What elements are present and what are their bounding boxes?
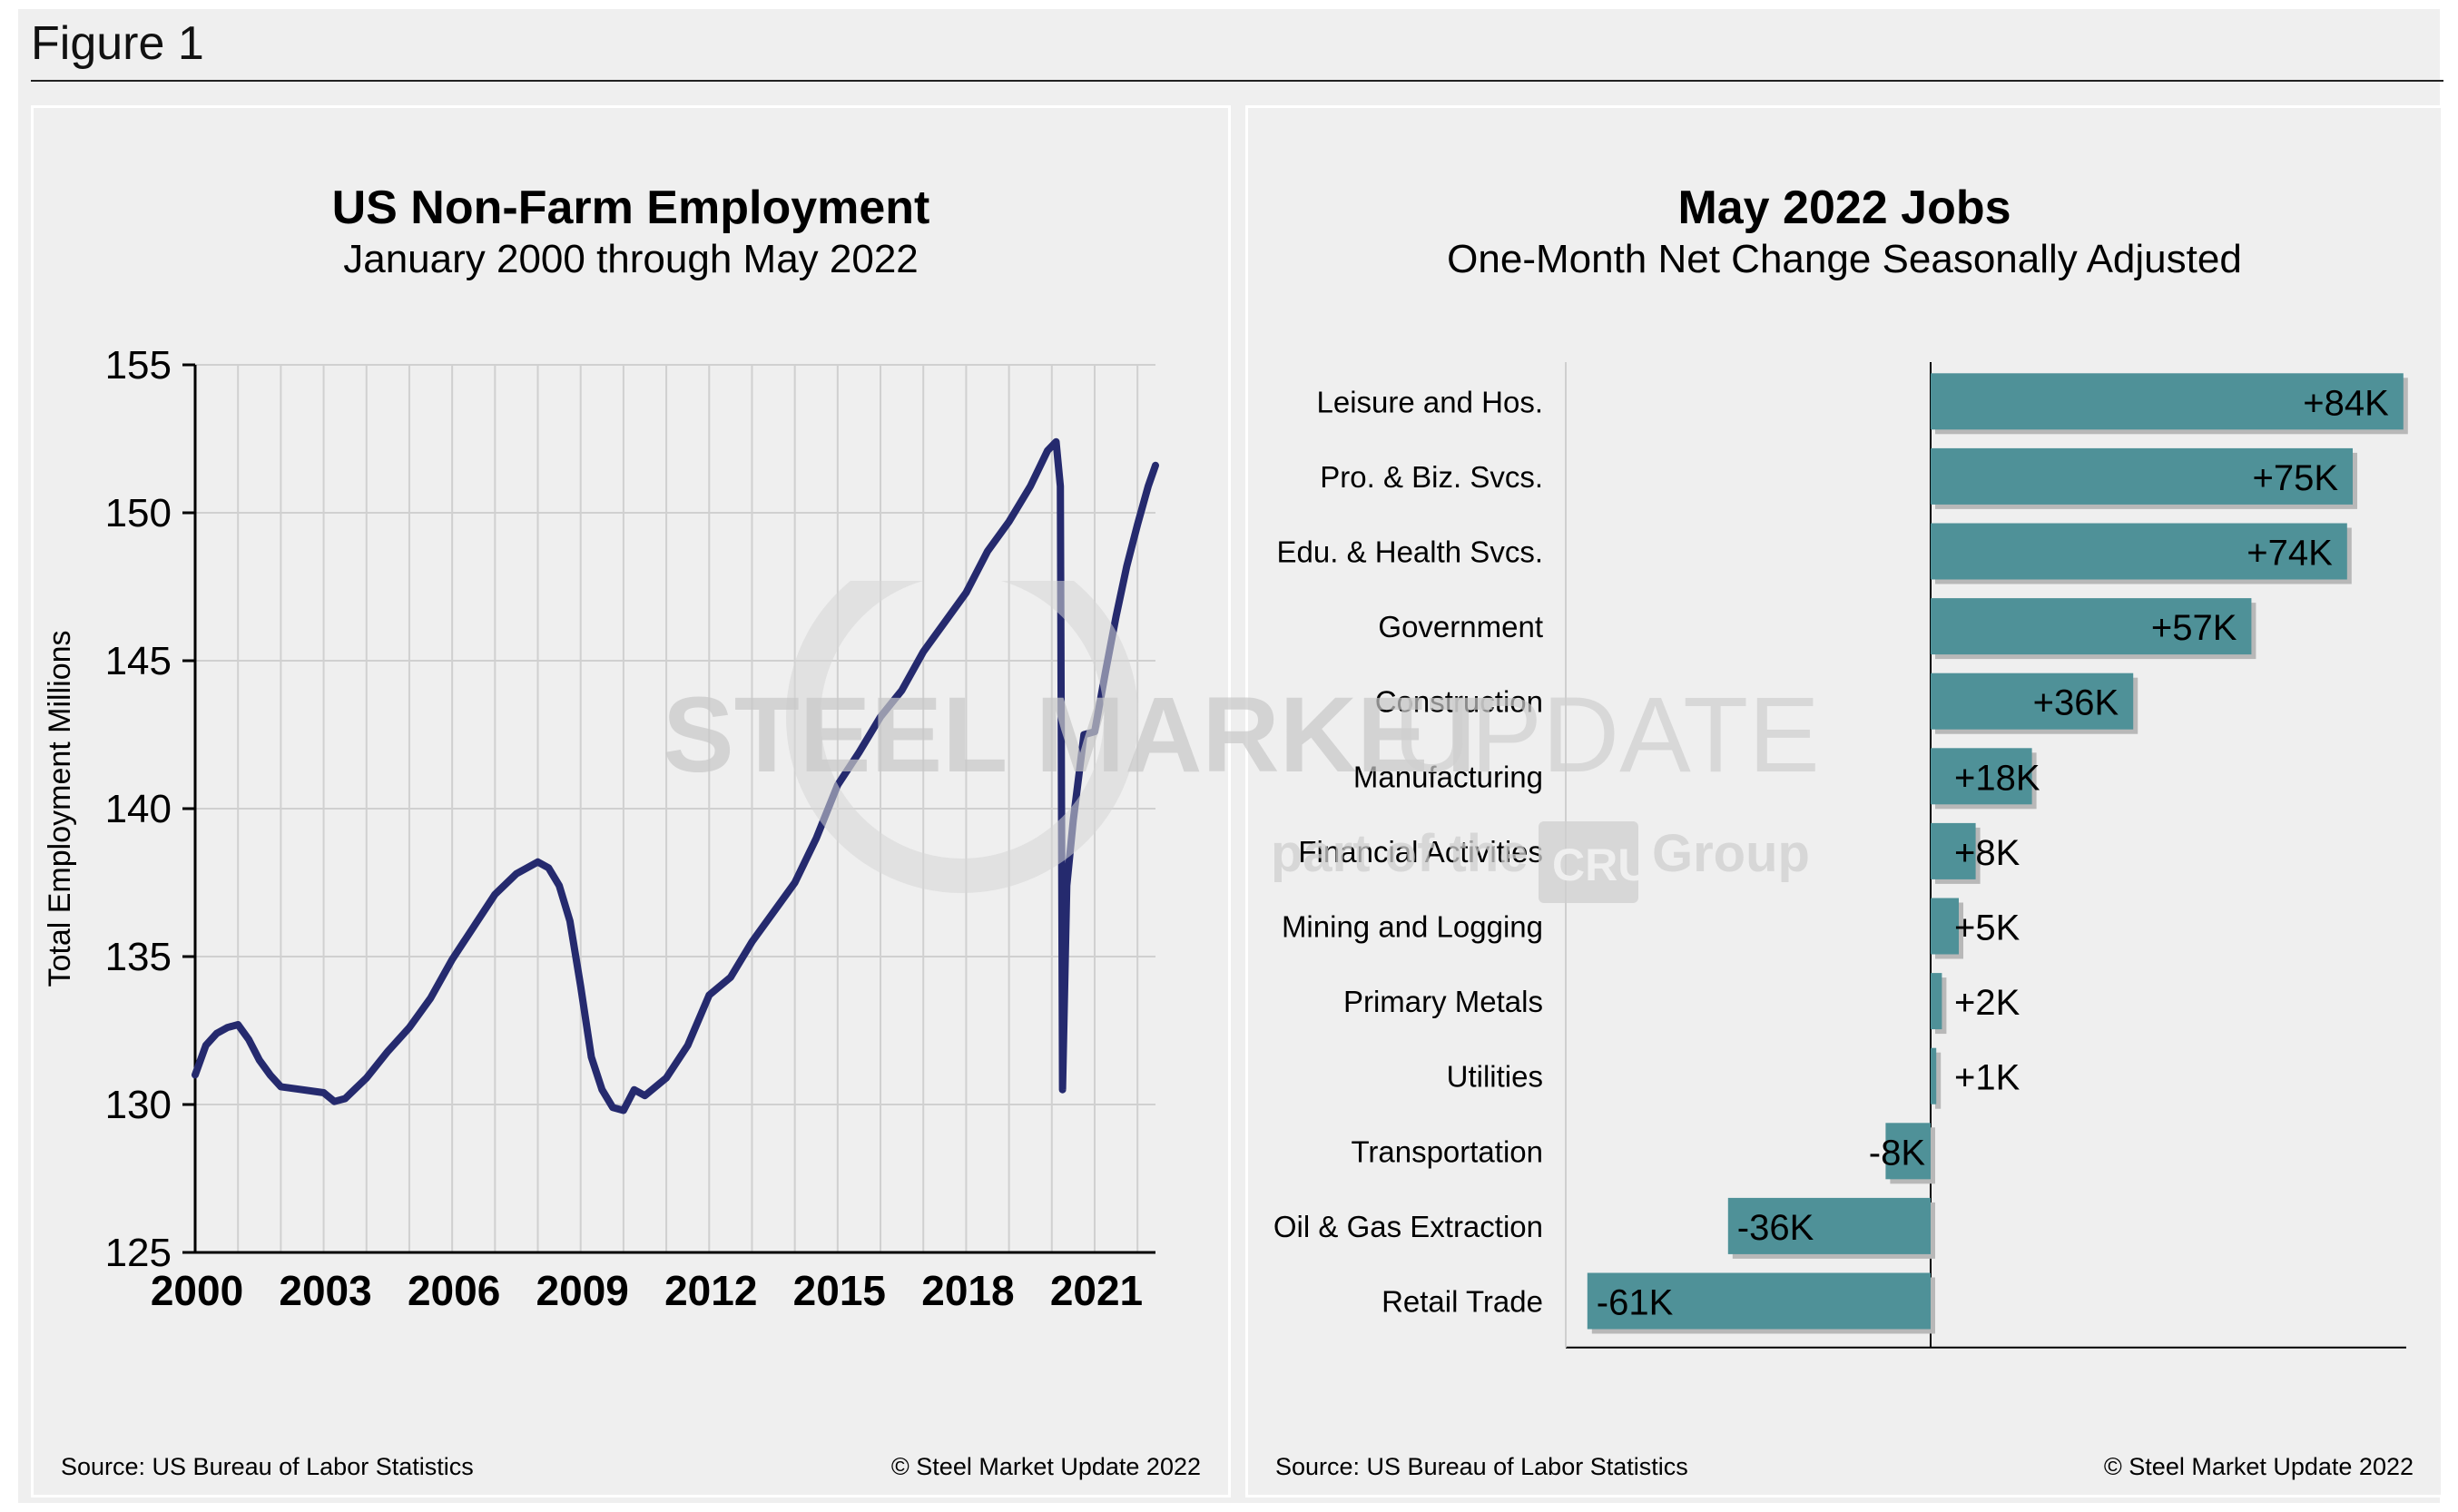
bar-value-label: +8K <box>1954 833 2020 873</box>
bar-value-label: +74K <box>2247 534 2333 574</box>
line-chart-x-tick-label: 2021 <box>1050 1267 1143 1314</box>
bar-category-label: Retail Trade <box>1381 1285 1543 1319</box>
bar <box>1587 1272 1931 1330</box>
bar-shadow <box>1935 1052 1942 1109</box>
bar-category-label: Mining and Logging <box>1282 910 1543 944</box>
bar-value-label: -36K <box>1737 1208 1814 1248</box>
bar-chart-source: Source: US Bureau of Labor Statistics <box>1275 1453 1688 1480</box>
bar <box>1931 1047 1937 1105</box>
bar-category-label: Construction <box>1375 685 1543 719</box>
line-chart-x-tick-label: 2018 <box>921 1267 1014 1314</box>
line-chart-x-tick-label: 2012 <box>664 1267 757 1314</box>
bar-chart: Leisure and Hos. +84K Pro. & Biz. Svcs. +75… <box>1273 362 2408 1349</box>
bar-value-label: +18K <box>1954 758 2040 798</box>
bar-category-label: Oil & Gas Extraction <box>1273 1210 1543 1243</box>
line-chart-y-tick-label: 135 <box>105 935 172 979</box>
line-chart-x-tick-label: 2003 <box>279 1267 371 1314</box>
line-chart-y-tick-label: 140 <box>105 787 172 831</box>
line-chart-source: Source: US Bureau of Labor Statistics <box>61 1453 474 1480</box>
bar <box>1931 973 1942 1030</box>
bar-chart-title: May 2022 Jobs <box>1677 182 2011 234</box>
bar-category-label: Financial Activities <box>1298 835 1543 869</box>
bar-value-label: -8K <box>1869 1133 1926 1173</box>
line-chart-y-tick-label: 150 <box>105 491 172 535</box>
bar-value-label: +57K <box>2151 608 2237 648</box>
bar <box>1931 748 2032 805</box>
bar-value-label: +1K <box>1954 1058 2020 1098</box>
bar <box>1931 373 2404 430</box>
bar-value-label: +5K <box>1954 908 2020 948</box>
line-chart-title: US Non-Farm Employment <box>331 182 930 234</box>
bar <box>1931 673 2134 730</box>
bar-category-label: Leisure and Hos. <box>1317 385 1543 418</box>
line-chart-y-label: Total Employment Millions <box>43 630 77 987</box>
bar-chart-subtitle: One-Month Net Change Seasonally Adjusted <box>1447 237 2242 281</box>
figure-title: Figure 1 <box>31 17 204 70</box>
line-chart-copyright: © Steel Market Update 2022 <box>890 1453 1201 1480</box>
bar-category-label: Edu. & Health Svcs. <box>1277 535 1543 569</box>
line-chart-subtitle: January 2000 through May 2022 <box>343 237 919 281</box>
bar <box>1931 523 2347 580</box>
line-chart-x-tick-label: 2009 <box>536 1267 629 1314</box>
bar <box>1885 1123 1931 1180</box>
bar <box>1931 822 1976 879</box>
bar-value-label: +2K <box>1954 983 2020 1023</box>
line-chart-y-tick-label: 155 <box>105 343 172 388</box>
bar <box>1931 598 2252 655</box>
line-series-total-nonfarm <box>192 437 1159 1114</box>
bar <box>1931 898 1959 955</box>
line-chart-x-tick-label: 2015 <box>793 1267 886 1314</box>
line-chart: 125 130 135 140 145 150 155 2000 2003 2006 2009 201… <box>43 343 1159 1314</box>
line-chart-x-tick-label: 2000 <box>151 1267 243 1314</box>
bar-category-label: Transportation <box>1351 1134 1543 1168</box>
bar-value-label: +36K <box>2033 683 2119 723</box>
figure-title-rule <box>31 80 2443 82</box>
bar-chart-copyright: © Steel Market Update 2022 <box>2103 1453 2414 1480</box>
bar-category-label: Government <box>1378 610 1543 643</box>
bar-chart-panel: May 2022 Jobs One-Month Net Change Seaso… <box>1245 105 2443 1497</box>
line-chart-panel: US Non-Farm Employment January 2000 thro… <box>31 105 1231 1497</box>
bar <box>1727 1197 1931 1254</box>
bar-category-label: Utilities <box>1447 1060 1543 1094</box>
bar-category-label: Primary Metals <box>1343 985 1543 1018</box>
line-chart-y-tick-label: 125 <box>105 1231 172 1275</box>
bar-value-label: +75K <box>2252 458 2338 498</box>
bar <box>1931 447 2353 505</box>
line-chart-x-tick-label: 2006 <box>408 1267 500 1314</box>
line-chart-y-tick-label: 145 <box>105 639 172 683</box>
bar-category-label: Pro. & Biz. Svcs. <box>1320 460 1543 494</box>
bar-category-label: Manufacturing <box>1353 760 1543 793</box>
bar-value-label: -61K <box>1597 1283 1674 1323</box>
line-chart-y-tick-label: 130 <box>105 1083 172 1127</box>
bar-value-label: +84K <box>2303 383 2389 423</box>
